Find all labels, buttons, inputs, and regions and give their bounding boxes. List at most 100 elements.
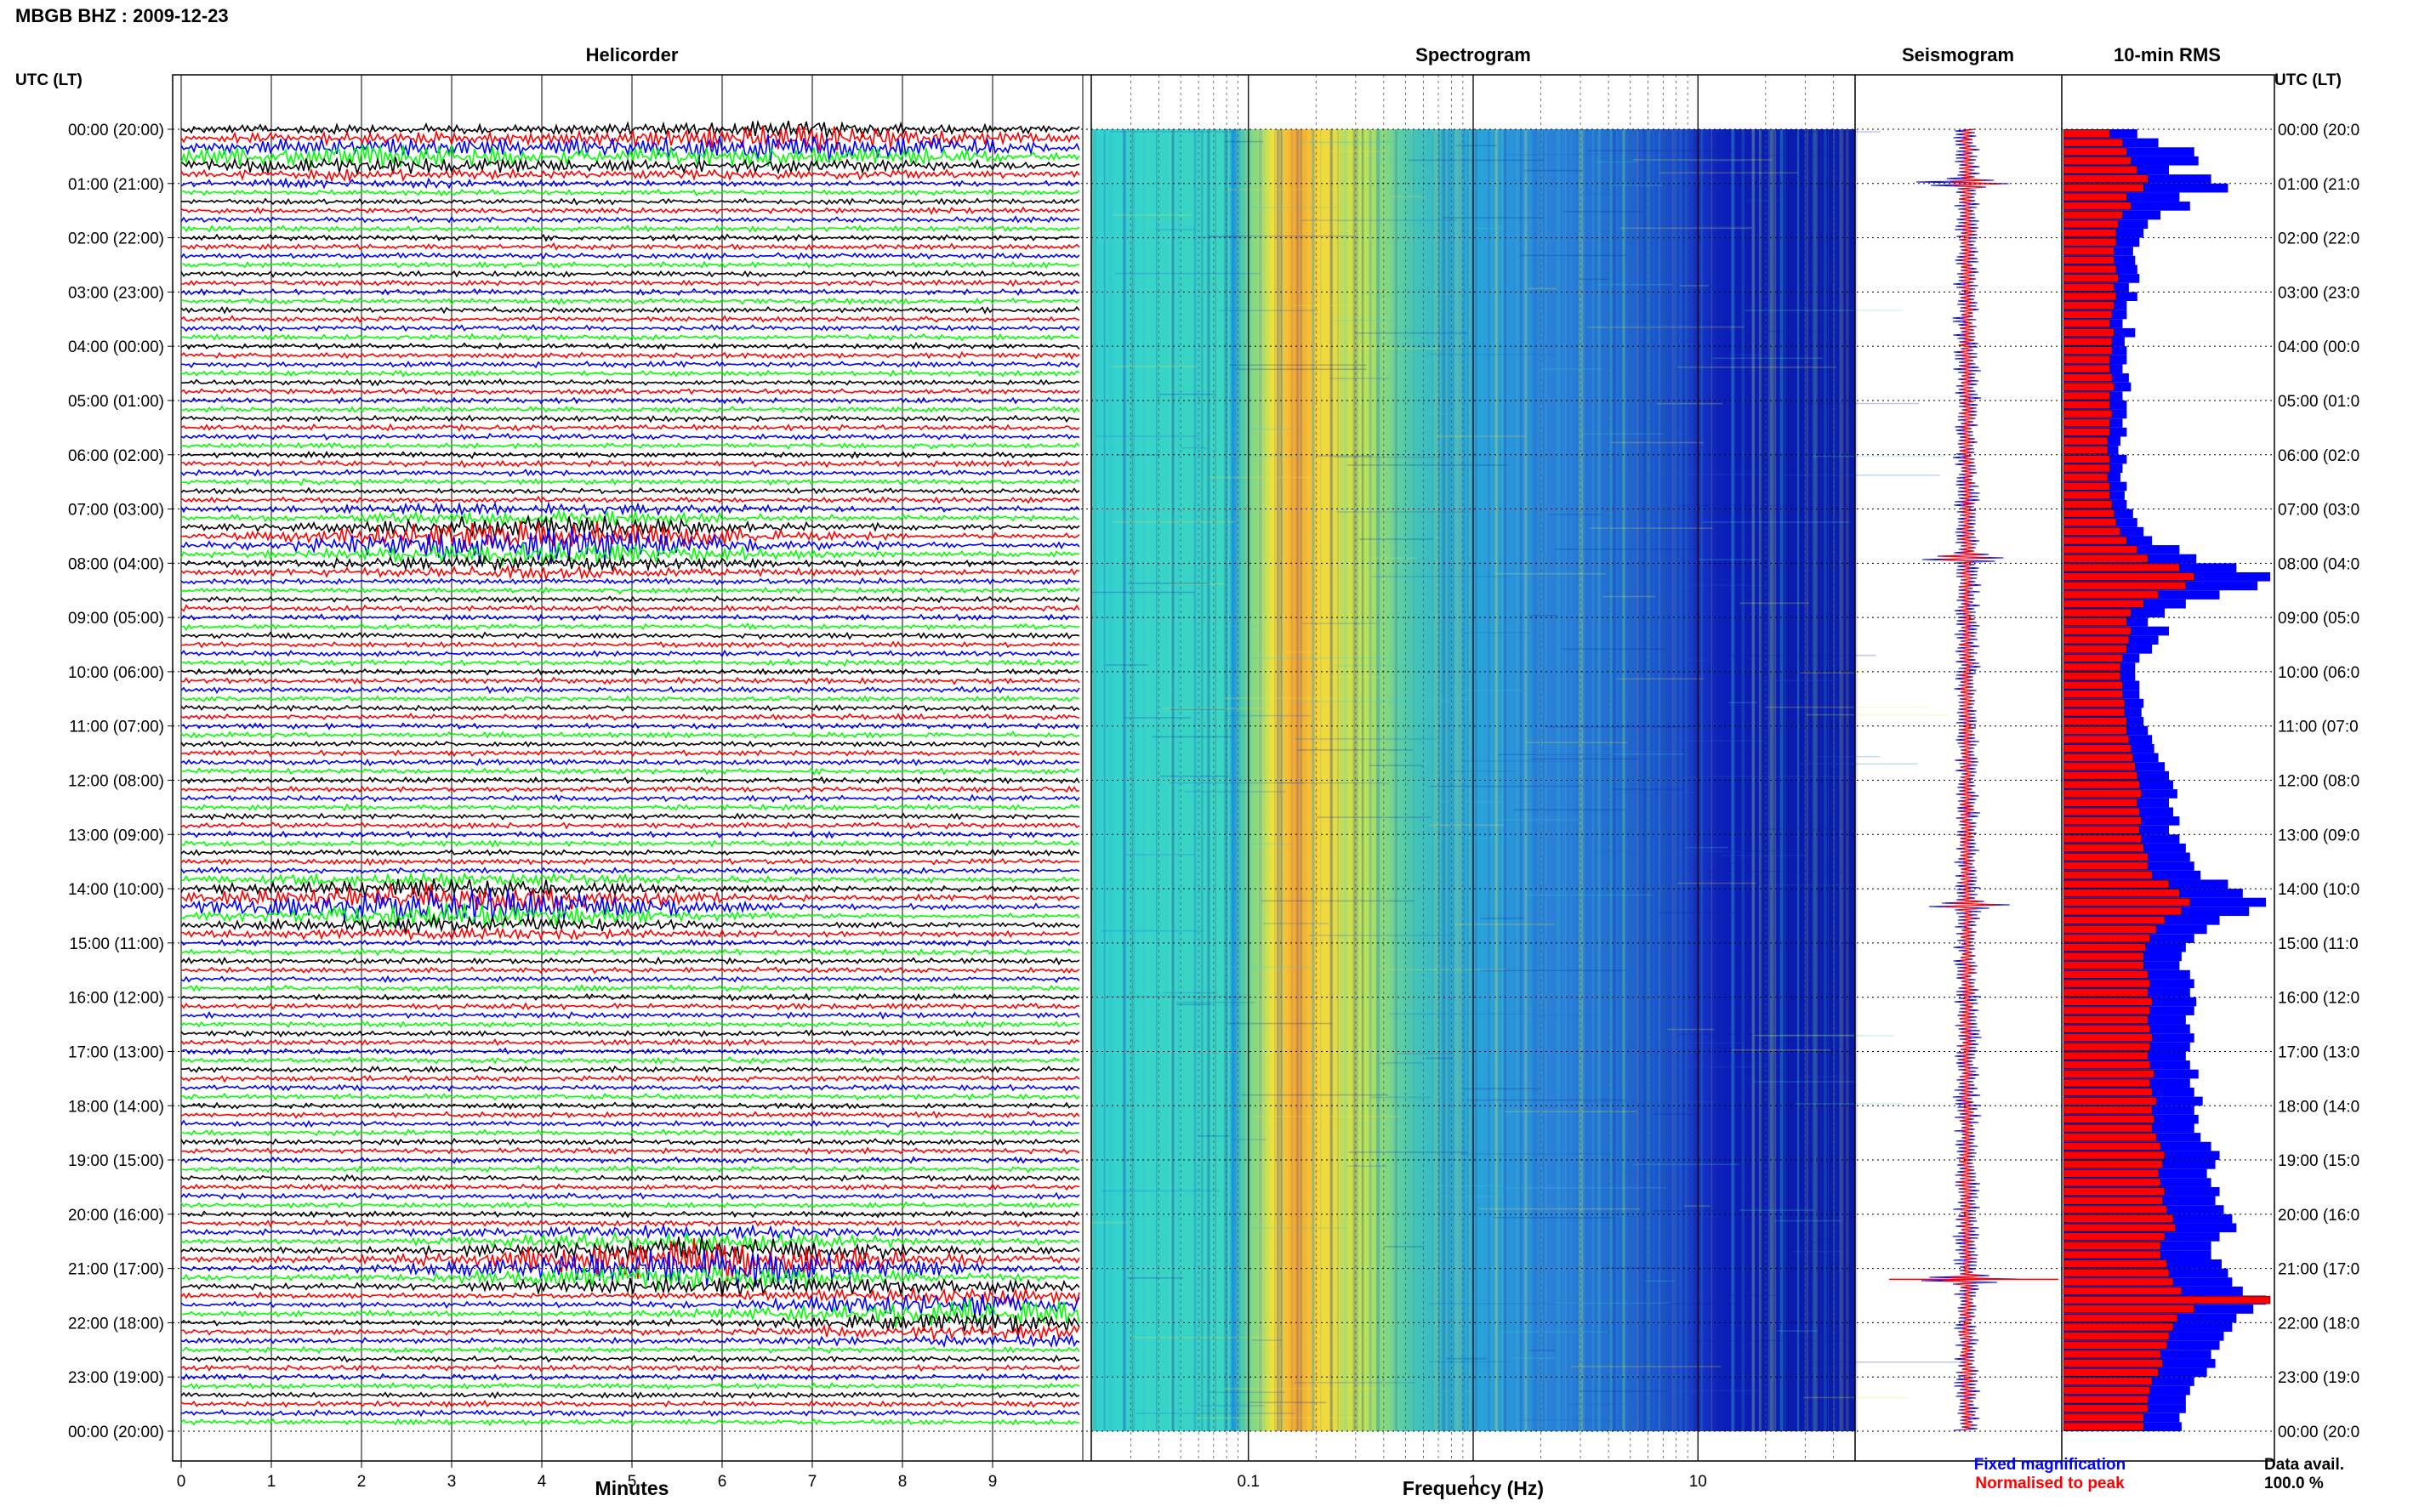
spectrogram-row-noise	[1316, 455, 1373, 457]
rms-normalised-bar	[2063, 418, 2110, 428]
spectrogram-row-noise	[1429, 1361, 1510, 1363]
spectrogram-row-noise	[1511, 1357, 1557, 1359]
helicorder-trace	[180, 260, 1080, 270]
spectrogram-row-noise	[1659, 172, 1798, 173]
spectrogram-speckle	[1679, 129, 1682, 1431]
spectrogram-row-noise	[1729, 354, 1762, 356]
spectrogram-speckle	[1274, 129, 1276, 1431]
helicorder-trace	[180, 1083, 1080, 1092]
rms-normalised-bar	[2063, 1088, 2153, 1096]
helicorder-trace	[180, 793, 1080, 803]
right-time-label: 22:00 (18:0	[2278, 1315, 2359, 1333]
rms-normalised-bar	[2063, 211, 2123, 219]
spectrogram-row-noise	[1812, 455, 1945, 458]
left-time-label: 09:00 (05:00)	[68, 610, 164, 628]
rms-normalised-bar	[2063, 455, 2110, 463]
spectrogram-row-noise	[1316, 816, 1431, 818]
spectrogram-row-noise	[1208, 476, 1314, 479]
spectrogram-row-noise	[1632, 159, 1773, 161]
helicorder-trace	[180, 1382, 1080, 1390]
helicorder-trace	[180, 387, 1080, 395]
rms-normalised-bar	[2063, 834, 2143, 844]
spectrogram-row-noise	[1105, 664, 1148, 666]
left-time-label: 00:00 (20:00)	[68, 122, 164, 139]
rms-normalised-bar	[2063, 1115, 2154, 1123]
right-time-label: 05:00 (01:0	[2278, 393, 2359, 411]
spectrogram-row-noise	[1554, 1302, 1671, 1305]
spectrogram-speckle	[1494, 129, 1499, 1431]
spectrogram-row-noise	[1449, 770, 1519, 772]
spectrogram-row-noise	[1728, 702, 1758, 704]
helicorder-trace	[180, 167, 1080, 184]
left-time-label: 03:00 (23:00)	[68, 284, 164, 302]
helicorder-trace	[180, 1310, 1080, 1334]
rms-normalised-bar	[2063, 500, 2113, 509]
spectrogram-speckle	[1501, 129, 1504, 1431]
spectrogram-speckle	[1645, 129, 1647, 1431]
spectrogram-speckle	[1299, 129, 1301, 1431]
spectrogram-speckle	[1559, 129, 1562, 1431]
spectrogram-speckle	[1562, 129, 1564, 1431]
spectrogram-row-noise	[1602, 595, 1656, 598]
spectrogram-speckle	[1796, 129, 1800, 1431]
spectrogram-speckle	[1312, 129, 1315, 1431]
spectrogram-row-noise	[1803, 1396, 1910, 1399]
helicorder-trace	[180, 757, 1080, 767]
spectrogram-row-noise	[1555, 549, 1699, 550]
rms-normalised-bar	[2063, 436, 2109, 446]
spectrogram-row-noise	[1255, 1115, 1401, 1117]
spectrogram-row-noise	[1354, 332, 1468, 334]
rms-normalised-bar	[2063, 301, 2114, 310]
left-time-label: 06:00 (02:00)	[68, 447, 164, 465]
rms-normalised-bar	[2063, 762, 2136, 771]
rms-normalised-bar	[2063, 807, 2140, 816]
spectrogram-speckle	[1227, 129, 1229, 1431]
helicorder-trace	[180, 577, 1080, 586]
spectrogram-row-noise	[1227, 1022, 1333, 1025]
minute-tick-label: 3	[447, 1473, 457, 1491]
spectrogram-row-noise	[1114, 272, 1261, 275]
rms-normalised-bar	[2063, 1015, 2149, 1024]
spectrogram-speckle	[1255, 129, 1258, 1431]
left-time-label: 08:00 (04:00)	[68, 555, 164, 573]
rms-normalised-bar	[2063, 924, 2157, 934]
left-time-label: 21:00 (17:00)	[68, 1261, 164, 1279]
spectrogram-row-noise	[1776, 1330, 1818, 1332]
spectrogram-row-noise	[1517, 1419, 1677, 1422]
spectrogram-row-noise	[1480, 918, 1524, 919]
spectrogram-speckle	[1434, 129, 1438, 1431]
helicorder-trace	[181, 459, 1080, 469]
spectrogram-speckle	[1259, 129, 1261, 1431]
rms-normalised-bar	[2063, 274, 2119, 282]
spectrogram-speckle	[1622, 129, 1625, 1431]
spectrogram-row-noise	[1152, 736, 1232, 738]
spectrogram-row-noise	[1495, 819, 1579, 821]
helicorder-trace	[180, 713, 1080, 721]
spectrogram-row-noise	[1739, 602, 1809, 605]
helicorder-trace	[180, 144, 1080, 170]
rms-normalised-bar	[2063, 627, 2132, 635]
rms-normalised-bar	[2063, 409, 2113, 418]
rms-normalised-bar	[2063, 1160, 2163, 1168]
spectrogram-speckle	[1108, 129, 1113, 1431]
spectrogram-row-noise	[1754, 1081, 1855, 1083]
spectrogram-speckle	[1839, 129, 1841, 1431]
spectrogram-row-noise	[1176, 1003, 1212, 1005]
spectrogram-row-noise	[1249, 1402, 1294, 1404]
spectrogram-row-noise	[1677, 882, 1756, 884]
spectrogram-speckle	[1490, 129, 1493, 1431]
spectrogram-row-noise	[1291, 304, 1355, 307]
spectrogram-row-noise	[1679, 285, 1709, 287]
minute-tick-label: 4	[538, 1473, 547, 1491]
helicorder-trace	[180, 1210, 1080, 1219]
spectrogram-row-noise	[1160, 776, 1230, 777]
rms-normalised-bar	[2063, 708, 2126, 717]
spectrogram-row-noise	[1579, 433, 1663, 435]
right-time-label: 07:00 (03:0	[2278, 502, 2359, 520]
spectrogram-row-noise	[1727, 1294, 1781, 1297]
spectrogram-row-noise	[1375, 157, 1431, 160]
spectrogram-row-noise	[1494, 1217, 1615, 1219]
helicorder-trace	[180, 520, 1080, 549]
spectrogram-row-noise	[1646, 777, 1698, 779]
